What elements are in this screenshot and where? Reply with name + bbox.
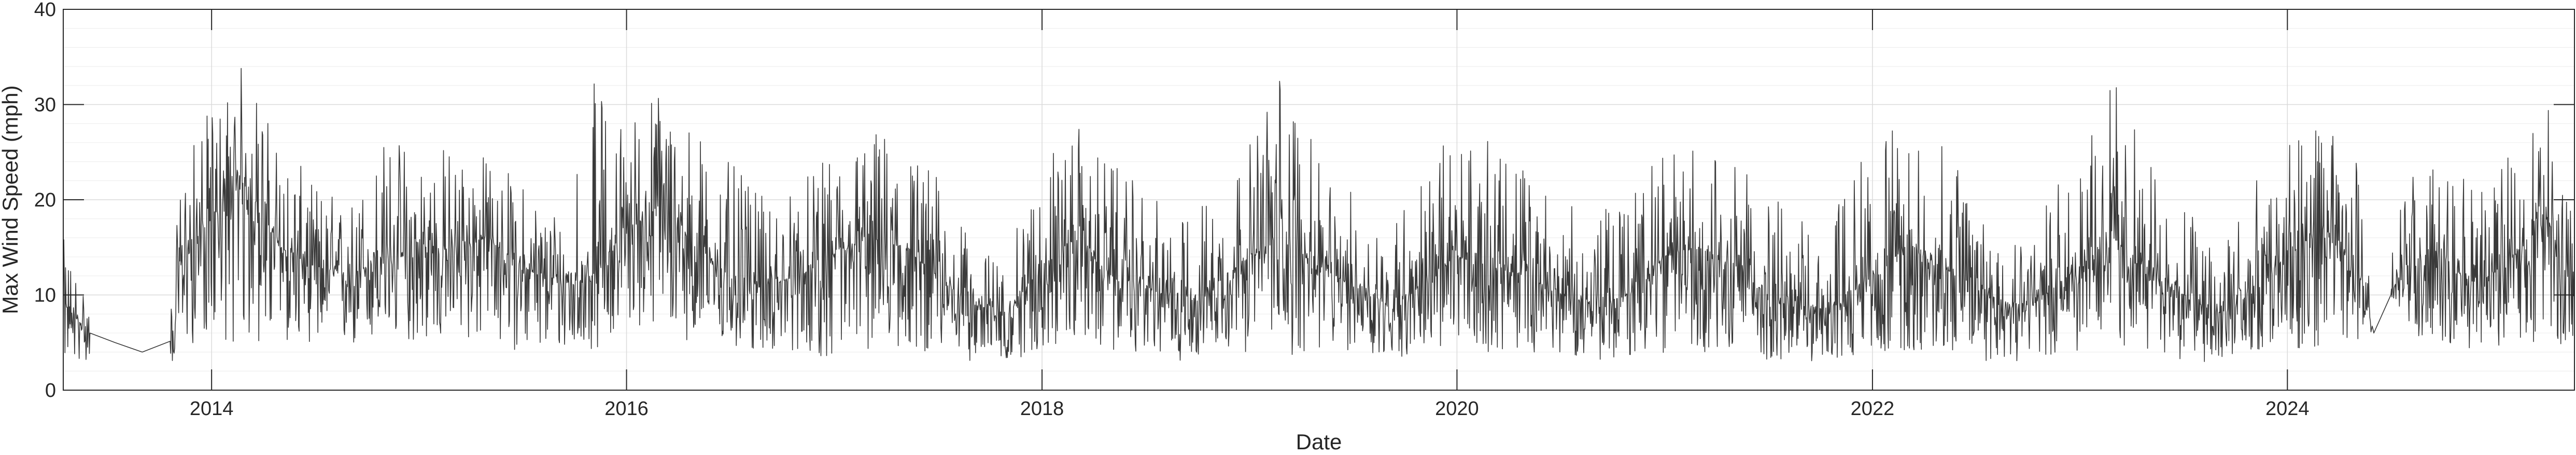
series-layer — [63, 68, 2575, 362]
y-axis-label: Max Wind Speed (mph) — [0, 85, 22, 314]
tick-marks — [63, 9, 2574, 391]
y-tick-label: 10 — [34, 285, 56, 307]
x-tick-label: 2024 — [2265, 398, 2310, 420]
x-tick-label: 2016 — [604, 398, 649, 420]
x-tick-label: 2020 — [1435, 398, 1479, 420]
y-tick-label: 30 — [34, 94, 56, 116]
y-tick-label: 20 — [34, 189, 56, 211]
x-axis-label: Date — [1296, 430, 1342, 454]
y-tick-label: 40 — [34, 0, 56, 21]
x-tick-label: 2014 — [190, 398, 234, 420]
series-line — [63, 68, 2575, 362]
x-tick-label: 2022 — [1851, 398, 1895, 420]
x-tick-label: 2018 — [1020, 398, 1064, 420]
x-tick-labels: 2014 2016 2018 2020 2022 2024 — [190, 398, 2310, 420]
y-tick-label: 0 — [45, 380, 56, 402]
y-tick-labels: 0 10 20 30 40 — [34, 0, 56, 402]
